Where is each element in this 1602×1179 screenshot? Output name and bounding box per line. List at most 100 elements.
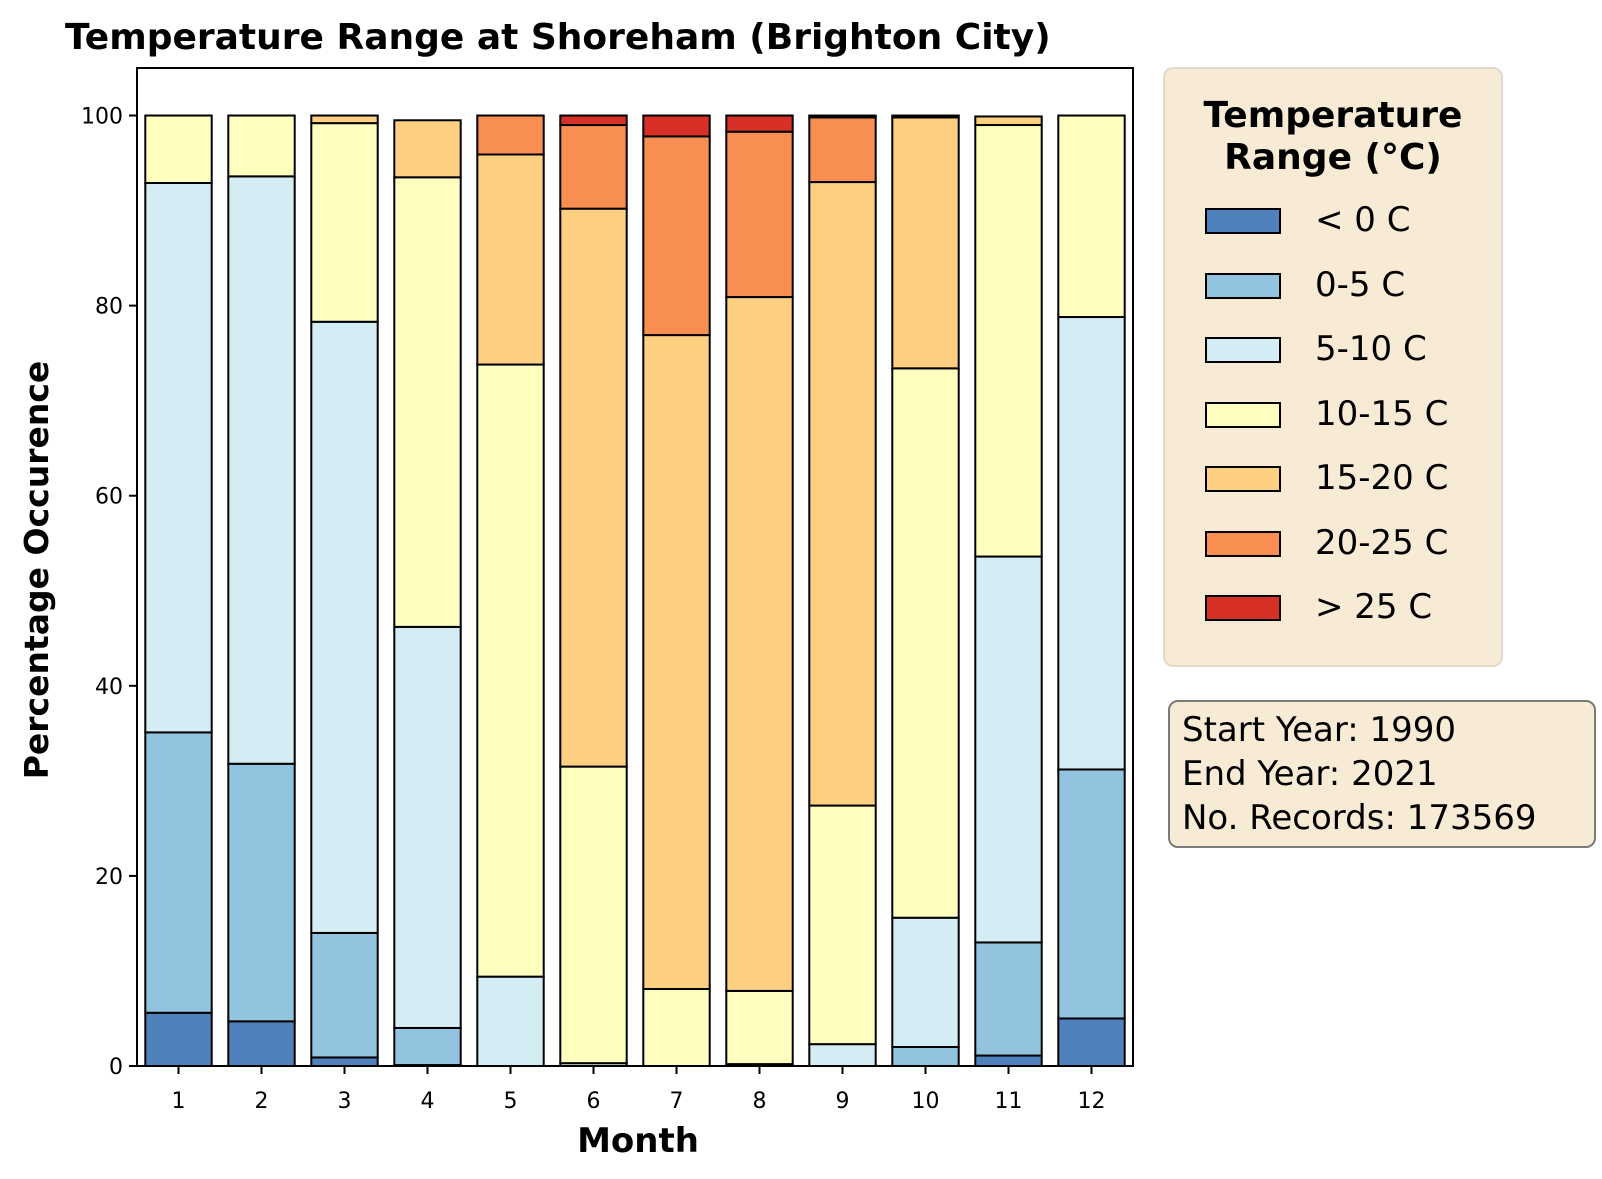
x-axis: 1 2 3 4 5 6 7 8 9 10 11 12 (172, 1066, 1106, 1114)
x-tick-label: 5 (504, 1089, 518, 1114)
bar-segment (891, 1045, 960, 1068)
bar-segment (642, 334, 711, 991)
x-tick-label: 6 (587, 1089, 601, 1114)
bar-segment (559, 124, 628, 210)
bar-segment (974, 1054, 1043, 1068)
bar-segment (1057, 768, 1126, 1020)
legend-swatch (1205, 401, 1281, 428)
bar-segment (476, 363, 545, 978)
legend-label: 0-5 C (1315, 264, 1406, 305)
legend: Temperature Range (°C) < 0 C 0-5 C 5-10 C 1… (1163, 67, 1503, 667)
plot-frame (136, 67, 1134, 1067)
bar-segment (227, 175, 296, 765)
bar-segment (144, 114, 213, 185)
record-count-text: No. Records: 173569 (1182, 798, 1537, 838)
legend-title: Temperature Range (°C) (1165, 95, 1501, 179)
bar-segment (144, 182, 213, 734)
bar-segment (393, 1026, 462, 1067)
bar-segment (476, 114, 545, 156)
x-tick-label: 1 (172, 1089, 186, 1114)
bar-segment (227, 1020, 296, 1068)
x-tick-label: 8 (753, 1089, 767, 1114)
bar-segment (310, 1056, 379, 1067)
legend-label: < 0 C (1315, 200, 1411, 240)
x-tick-label: 7 (670, 1089, 684, 1114)
info-box: Start Year: 1990 End Year: 2021 No. Reco… (1168, 700, 1596, 848)
bar-segment (393, 119, 462, 179)
y-axis-label: Percentage Occurence (17, 361, 56, 780)
legend-swatch (1205, 466, 1281, 492)
bar-segment (476, 153, 545, 366)
bar-segment (891, 916, 960, 1048)
x-tick-label: 10 (912, 1089, 940, 1114)
y-axis: 0 20 40 60 80 100 (81, 105, 137, 1080)
bar-segment (642, 135, 711, 337)
bar-segment (725, 130, 794, 299)
bar-segment (725, 296, 794, 992)
y-tick-label: 60 (95, 485, 123, 510)
legend-label: 15-20 C (1315, 458, 1449, 498)
bar-segment (310, 122, 379, 323)
bar-segment (144, 1011, 213, 1067)
x-tick-label: 9 (836, 1089, 850, 1114)
chart-title: Temperature Range at Shoreham (Brighton … (65, 17, 1051, 58)
legend-label: > 25 C (1315, 587, 1433, 627)
x-tick-label: 3 (338, 1089, 352, 1114)
legend-swatch (1205, 272, 1281, 299)
bar-segment (227, 114, 296, 178)
bar-segment (1057, 114, 1126, 319)
bar-segment (559, 207, 628, 768)
y-tick-label: 100 (81, 105, 123, 130)
y-tick-label: 80 (95, 295, 123, 320)
bar-segment (310, 320, 379, 934)
bar-segment (310, 114, 379, 125)
y-tick-label: 0 (109, 1055, 123, 1080)
bar-segment (808, 804, 877, 1046)
legend-swatch (1205, 337, 1281, 363)
y-tick-label: 20 (95, 865, 123, 890)
bar-segment (974, 555, 1043, 944)
bar-segment (725, 989, 794, 1066)
bar-segment (974, 941, 1043, 1057)
bar-segment (642, 988, 711, 1067)
legend-label: 20-25 C (1315, 522, 1449, 563)
start-year-text: Start Year: 1990 (1182, 710, 1457, 750)
x-tick-label: 4 (421, 1089, 435, 1114)
legend-swatch (1205, 595, 1281, 621)
bar-segment (144, 731, 213, 1014)
end-year-text: End Year: 2021 (1182, 754, 1438, 794)
bar-segment (974, 124, 1043, 558)
bar-segment (808, 116, 877, 184)
x-axis-label: Month (577, 1121, 699, 1161)
legend-title-line1: Temperature (1203, 95, 1463, 136)
x-tick-label: 12 (1078, 1089, 1106, 1114)
bar-segment (393, 176, 462, 628)
legend-title-line2: Range (°C) (1224, 137, 1442, 178)
bar-segment (310, 931, 379, 1059)
bar-segment (891, 116, 960, 370)
bar-segment (559, 114, 628, 127)
legend-swatch (1205, 530, 1281, 557)
bar-segment (642, 114, 711, 138)
legend-swatch (1205, 208, 1281, 234)
bar-segment (974, 115, 1043, 127)
bar-segment (559, 765, 628, 1065)
x-tick-label: 11 (995, 1089, 1023, 1114)
bar-segment (808, 181, 877, 807)
bar-segment (725, 114, 794, 133)
bar-segment (227, 762, 296, 1023)
bar-segment (1057, 316, 1126, 771)
bar-segment (393, 625, 462, 1029)
bar-segment (808, 1043, 877, 1067)
bar-segment (1057, 1017, 1126, 1068)
bar-segment (891, 114, 960, 119)
legend-label: 5-10 C (1315, 329, 1427, 369)
bar-segment (476, 975, 545, 1067)
bar-segment (808, 114, 877, 119)
x-tick-label: 2 (255, 1089, 269, 1114)
bar-segment (891, 367, 960, 919)
y-tick-label: 40 (95, 675, 123, 700)
legend-label: 10-15 C (1315, 393, 1449, 434)
bar-stacks (144, 114, 1126, 1068)
